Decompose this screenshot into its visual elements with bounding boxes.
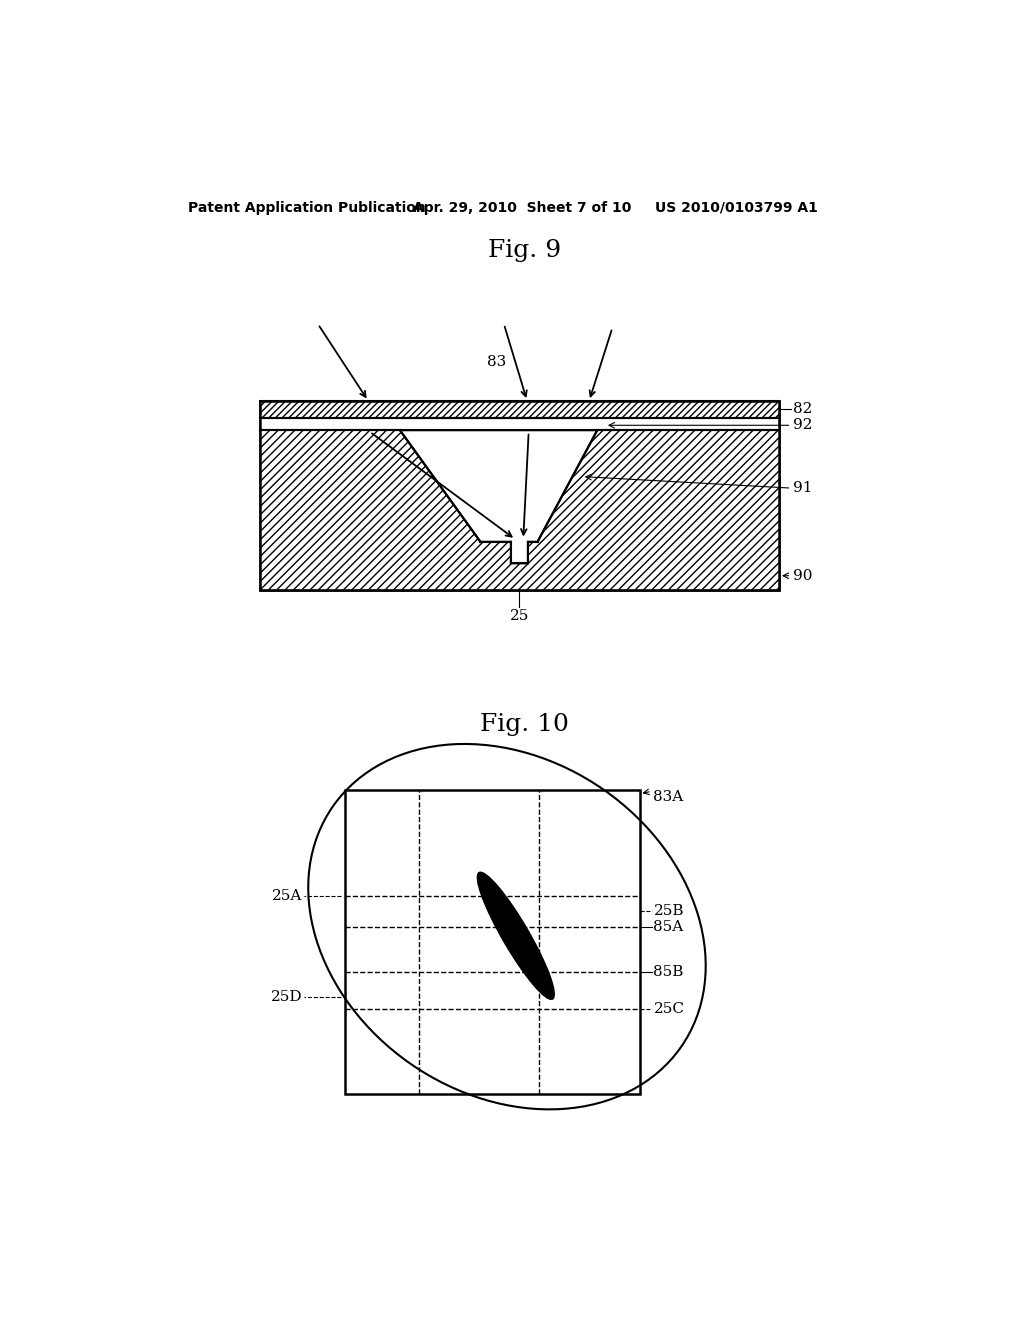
Text: Patent Application Publication: Patent Application Publication <box>188 201 426 215</box>
Text: 25C: 25C <box>653 1002 684 1016</box>
Text: 25: 25 <box>510 609 529 623</box>
Bar <box>260 401 779 590</box>
Ellipse shape <box>477 873 554 999</box>
Bar <box>597 418 779 430</box>
Text: 85A: 85A <box>653 920 684 933</box>
Text: Apr. 29, 2010  Sheet 7 of 10: Apr. 29, 2010 Sheet 7 of 10 <box>414 201 632 215</box>
Text: US 2010/0103799 A1: US 2010/0103799 A1 <box>655 201 818 215</box>
Text: Fig. 10: Fig. 10 <box>480 713 569 735</box>
Text: 90: 90 <box>793 569 812 582</box>
Text: 25A: 25A <box>272 890 302 903</box>
Bar <box>260 418 400 430</box>
Text: 91: 91 <box>793 480 812 495</box>
Text: 85B: 85B <box>653 965 684 979</box>
Polygon shape <box>260 430 779 590</box>
Bar <box>260 401 779 418</box>
Text: Fig. 9: Fig. 9 <box>488 239 561 263</box>
Text: 83: 83 <box>486 355 506 370</box>
Text: 25B: 25B <box>653 904 684 919</box>
Text: 92: 92 <box>793 418 812 432</box>
Text: 25D: 25D <box>270 990 302 1005</box>
Bar <box>345 789 640 1094</box>
Polygon shape <box>400 430 597 564</box>
Bar <box>260 401 779 590</box>
Text: 83A: 83A <box>653 789 684 804</box>
Text: 82: 82 <box>793 403 812 416</box>
